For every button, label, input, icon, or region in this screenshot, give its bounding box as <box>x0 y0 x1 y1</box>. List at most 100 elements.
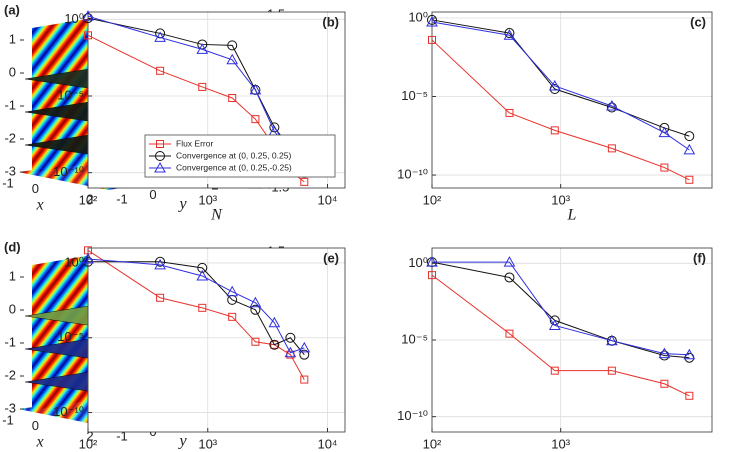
x-tick-label: 10³ <box>551 192 570 207</box>
y-axis-label: y <box>177 196 187 213</box>
marker-square <box>84 31 92 40</box>
x-tick-label: 10² <box>423 436 442 451</box>
plot-frame <box>87 11 346 189</box>
marker-triangle <box>196 269 209 281</box>
series-line <box>431 274 690 397</box>
y-tick-label: 10⁰ <box>408 9 428 24</box>
marker-triangle <box>683 143 696 155</box>
plot-frame <box>431 11 713 189</box>
marker-triangle <box>503 29 516 40</box>
marker-square <box>660 163 669 172</box>
marker-square <box>300 177 309 186</box>
vertical-slice <box>32 18 92 173</box>
marker-circle <box>250 304 261 315</box>
x-tick-label: -1 <box>2 412 14 427</box>
x-tick-label: 10⁴ <box>317 436 337 451</box>
marker-triangle <box>658 347 671 359</box>
marker-square <box>685 175 694 184</box>
plot-frame <box>431 247 713 433</box>
x-axis-label: x <box>35 197 43 214</box>
marker-triangle <box>82 252 94 264</box>
legend-label: Convergence at (0, 0.25,-0.25) <box>176 162 292 172</box>
marker-circle <box>606 102 617 113</box>
marker-circle <box>197 262 208 273</box>
panel-label: (e) <box>323 250 339 265</box>
panel-label: (a) <box>4 2 20 17</box>
marker-triangle <box>658 126 671 138</box>
marker-circle <box>659 350 670 361</box>
x-tick-label: -1 <box>2 175 14 190</box>
marker-square <box>198 303 207 312</box>
marker-triangle <box>683 348 696 360</box>
marker-triangle <box>268 316 281 328</box>
marker-square <box>198 82 207 91</box>
marker-square <box>300 375 309 384</box>
series-line <box>88 261 305 355</box>
marker-triangle <box>226 53 239 65</box>
y-tick-label: 10⁰ <box>64 254 84 269</box>
marker-triangle <box>426 256 438 267</box>
z-tick-label: -2 <box>4 130 16 145</box>
marker-triangle <box>249 296 262 308</box>
marker-triangle <box>249 83 262 95</box>
y-tick-label: 10⁻¹⁰ <box>397 166 428 181</box>
y-tick-label: 10⁻¹⁰ <box>397 408 428 423</box>
marker-square <box>607 366 616 375</box>
y-axis-label: y <box>177 433 187 450</box>
y-tick-label: 10⁻¹⁰ <box>53 404 84 419</box>
marker-triangle <box>298 341 311 353</box>
z-tick-label: 0 <box>9 301 16 316</box>
x-tick-label: 0 <box>32 181 39 196</box>
marker-triangle <box>606 334 618 346</box>
legend-label: Convergence at (0, 0.25, 0.25) <box>176 150 291 160</box>
marker-triangle <box>548 79 561 91</box>
x-axis-label: L <box>567 207 577 224</box>
series-line <box>431 39 690 181</box>
marker-triangle <box>426 16 438 27</box>
marker-triangle <box>503 256 516 267</box>
marker-square <box>505 329 514 338</box>
marker-square <box>251 337 260 346</box>
marker-triangle <box>82 10 94 21</box>
y-tick-label: 0 <box>149 187 156 202</box>
marker-square <box>428 271 436 280</box>
marker-triangle <box>154 161 166 173</box>
marker-triangle <box>284 346 297 358</box>
marker-circle <box>155 151 165 161</box>
y-tick-label: 10⁻⁵ <box>57 329 84 344</box>
marker-circle <box>504 28 515 39</box>
z-tick-label: -1 <box>4 334 16 349</box>
y-tick-label: 10⁻⁵ <box>401 88 428 103</box>
legend-label: Flux Error <box>176 138 213 148</box>
marker-triangle <box>606 99 618 111</box>
y-tick-label: 10⁻¹⁰ <box>53 164 84 179</box>
y-tick-label: -1 <box>116 428 128 443</box>
x-tick-label: 10² <box>79 436 98 451</box>
marker-triangle <box>154 31 166 42</box>
marker-square <box>270 340 279 349</box>
y-tick-label: 10⁻⁵ <box>401 331 428 346</box>
marker-square <box>251 115 260 124</box>
plot-area <box>432 12 712 188</box>
z-tick-label: -1 <box>4 97 16 112</box>
z-tick-label: 1 <box>9 31 16 46</box>
marker-square <box>505 108 514 117</box>
marker-square <box>156 140 164 148</box>
x-axis-label: N <box>210 207 223 224</box>
marker-square <box>156 293 165 302</box>
x-tick-label: 2 <box>86 191 93 206</box>
marker-circle <box>269 339 280 350</box>
x-tick-label: 10² <box>79 192 98 207</box>
marker-circle <box>504 272 515 283</box>
marker-square <box>550 366 559 375</box>
z-tick-label: -3 <box>4 163 16 178</box>
marker-circle <box>427 14 437 25</box>
marker-triangle <box>154 258 166 270</box>
y-tick-label: -1 <box>116 191 128 206</box>
marker-triangle <box>226 285 239 297</box>
x-axis-label: x <box>35 434 43 451</box>
panel-label: (f) <box>693 250 706 265</box>
panel-label: (c) <box>690 14 706 29</box>
x-tick-label: 0 <box>32 418 39 433</box>
z-tick-label: -2 <box>4 367 16 382</box>
